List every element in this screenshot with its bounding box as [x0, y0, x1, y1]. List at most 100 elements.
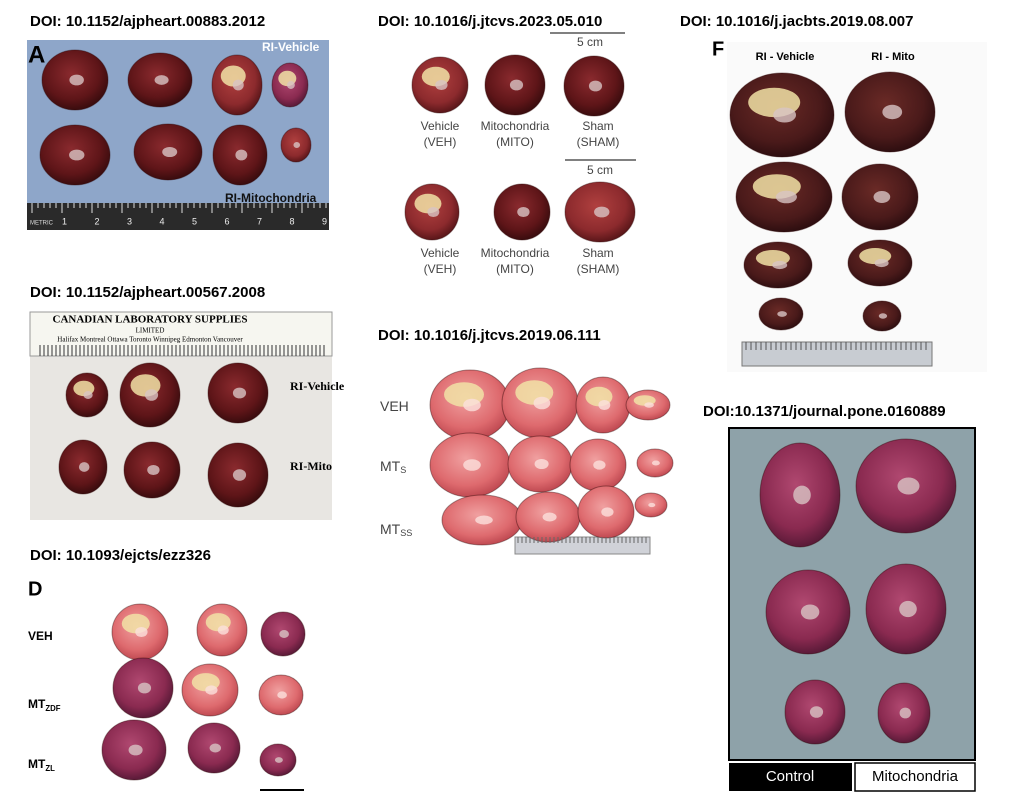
lumen — [147, 464, 160, 476]
ruler-number: 3 — [127, 216, 132, 226]
ruler-number: 2 — [95, 216, 100, 226]
label: RI - Mito — [871, 51, 915, 63]
group-label: (VEH) — [424, 262, 457, 276]
lumen — [205, 685, 218, 695]
lumen — [897, 477, 920, 495]
group-label: Mitochondria — [481, 119, 550, 133]
lumen — [601, 507, 614, 517]
lumen — [232, 469, 247, 481]
lumen — [899, 600, 917, 618]
lumen — [873, 191, 891, 203]
lumen — [69, 149, 85, 161]
label: 5 cm — [577, 35, 603, 49]
lumen — [83, 391, 93, 399]
group-label: (SHAM) — [577, 135, 620, 149]
ruler-number: 9 — [322, 216, 327, 226]
ruler — [27, 203, 329, 230]
lumen — [427, 206, 440, 218]
lumen — [463, 398, 481, 412]
label: Control — [766, 768, 814, 785]
lumen — [598, 399, 611, 411]
lumen — [293, 141, 301, 149]
row-label-main: VEH — [380, 398, 409, 414]
group-label: (VEH) — [424, 135, 457, 149]
label-box — [729, 763, 852, 791]
lumen — [773, 107, 797, 123]
row-label: MTS — [380, 458, 406, 476]
row-label-main: VEH — [28, 629, 53, 643]
lumen — [162, 146, 178, 158]
group-label: Vehicle — [421, 246, 460, 260]
label: RI-Vehicle — [290, 379, 345, 393]
row-label: VEH — [28, 629, 53, 643]
lumen — [232, 79, 244, 91]
row-label-sub: ZL — [45, 764, 55, 773]
doi-title: DOI: 10.1152/ajpheart.00567.2008 — [30, 284, 265, 301]
lumen — [286, 81, 295, 89]
ruler-number: 1 — [62, 216, 67, 226]
lumen — [475, 515, 493, 525]
ruler-number: 7 — [257, 216, 262, 226]
label: Halifax Montreal Ottawa Toronto Winnipeg… — [57, 336, 243, 344]
lumen — [463, 459, 481, 471]
lumen — [435, 79, 448, 91]
doi-title: DOI: 10.1016/j.jacbts.2019.08.007 — [680, 13, 914, 30]
label: Mitochondria — [872, 768, 959, 785]
group-label: Mitochondria — [481, 246, 550, 260]
lumen — [775, 190, 797, 204]
lumen — [154, 75, 169, 85]
lumen — [648, 502, 656, 508]
row-label-sub: SS — [400, 528, 412, 538]
doi-title: DOI: 10.1152/ajpheart.00883.2012 — [30, 13, 265, 30]
lumen — [209, 743, 222, 753]
label: RI - Vehicle — [756, 51, 815, 63]
lumen — [882, 104, 903, 120]
group-label: Vehicle — [421, 119, 460, 133]
doi-title: DOI:10.1371/journal.pone.0160889 — [703, 403, 946, 420]
lumen — [809, 706, 824, 718]
panel-letter: F — [712, 38, 724, 60]
ruler-number: 5 — [192, 216, 197, 226]
lumen — [232, 387, 247, 399]
lumen — [651, 460, 660, 466]
lumen — [128, 744, 143, 756]
lumen — [593, 460, 606, 470]
lumen — [69, 74, 84, 86]
lumen — [800, 604, 820, 620]
group-label: Sham — [582, 246, 613, 260]
row-label-sub: S — [400, 465, 406, 475]
lumen — [509, 79, 524, 91]
lumen — [217, 625, 229, 635]
lumen — [137, 682, 152, 694]
ruler-number: 4 — [160, 216, 165, 226]
panel-letter: A — [28, 41, 45, 68]
row-label-main: MT — [28, 697, 46, 711]
lumen — [899, 707, 912, 719]
ruler — [741, 341, 933, 367]
doi-title: DOI: 10.1016/j.jtcvs.2023.05.010 — [378, 13, 602, 30]
row-label: MTSS — [380, 521, 412, 539]
row-label: VEH — [380, 398, 409, 414]
panel-letter: D — [28, 578, 42, 600]
doi-title: DOI: 10.1093/ejcts/ezz326 — [30, 547, 211, 564]
lumen — [542, 512, 557, 522]
lumen — [235, 149, 248, 161]
lumen — [274, 757, 283, 763]
lumen — [533, 396, 551, 410]
group-label: (SHAM) — [577, 262, 620, 276]
row-label-sub: ZDF — [45, 704, 60, 713]
doi-title: DOI: 10.1016/j.jtcvs.2019.06.111 — [378, 327, 601, 344]
lumen — [534, 458, 549, 470]
lumen — [135, 626, 148, 638]
ruler-number: 6 — [225, 216, 230, 226]
lumen — [777, 311, 787, 317]
lumen — [874, 258, 889, 268]
label-box — [854, 762, 976, 792]
label: RI-Vehicle — [262, 40, 320, 54]
group-label: Sham — [582, 119, 613, 133]
labels: DOI: 10.1152/ajpheart.00883.2012 A RI-Vehi… — [28, 13, 959, 785]
row-label-main: MT — [28, 757, 46, 771]
label: 5 cm — [587, 163, 613, 177]
